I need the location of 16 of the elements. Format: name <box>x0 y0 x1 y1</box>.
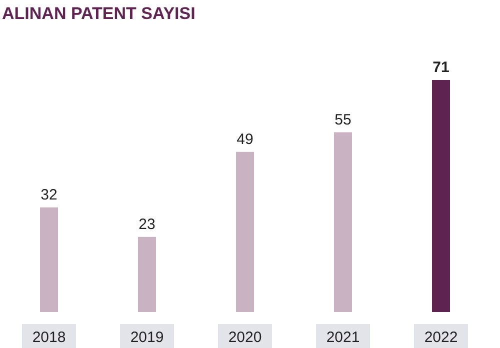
bar <box>236 152 254 312</box>
x-tick-label: 2021 <box>326 329 360 346</box>
x-tick-label: 2022 <box>424 329 458 346</box>
x-tick-label: 2018 <box>32 329 66 346</box>
chart-title: ALINAN PATENT SAYISI <box>2 4 196 24</box>
data-label: 71 <box>432 59 450 76</box>
x-tick-label: 2019 <box>130 329 164 346</box>
data-label: 49 <box>236 130 254 148</box>
data-label: 32 <box>40 186 58 204</box>
bar <box>138 236 156 312</box>
bar <box>40 207 58 312</box>
bar <box>432 80 450 312</box>
data-label: 23 <box>138 216 156 233</box>
x-tick-label: 2020 <box>228 329 262 346</box>
data-label: 55 <box>334 111 352 128</box>
bar <box>334 132 352 312</box>
